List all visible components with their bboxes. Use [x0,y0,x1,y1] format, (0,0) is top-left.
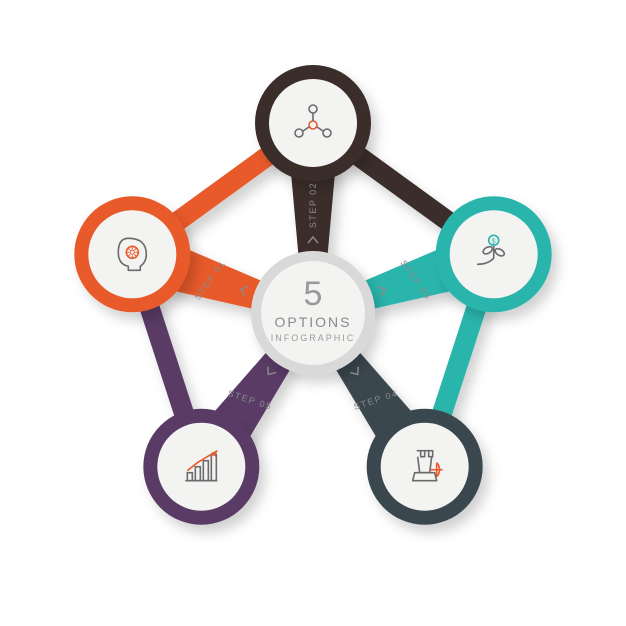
node-face [157,423,245,511]
center-hub: 5OPTIONS INFOGRAPHIC [251,251,375,375]
node-face [269,79,357,167]
center-number: 5 [304,275,323,313]
node-strategy [367,409,483,525]
node-chart [143,409,259,525]
center-line2: INFOGRAPHIC [271,333,356,343]
node-mind [74,196,190,312]
svg-text:$: $ [492,238,496,245]
node-growth: $ [436,196,552,312]
center-line1: OPTIONS [274,314,351,330]
node-face [381,423,469,511]
infographic-stage: 5OPTIONSINFOGRAPHIC $ STEP 01STEP 02STEP… [0,0,626,626]
node-team [255,65,371,181]
spoke-label: STEP 02 [308,182,318,228]
infographic-svg: 5OPTIONS INFOGRAPHIC $ [0,0,626,626]
